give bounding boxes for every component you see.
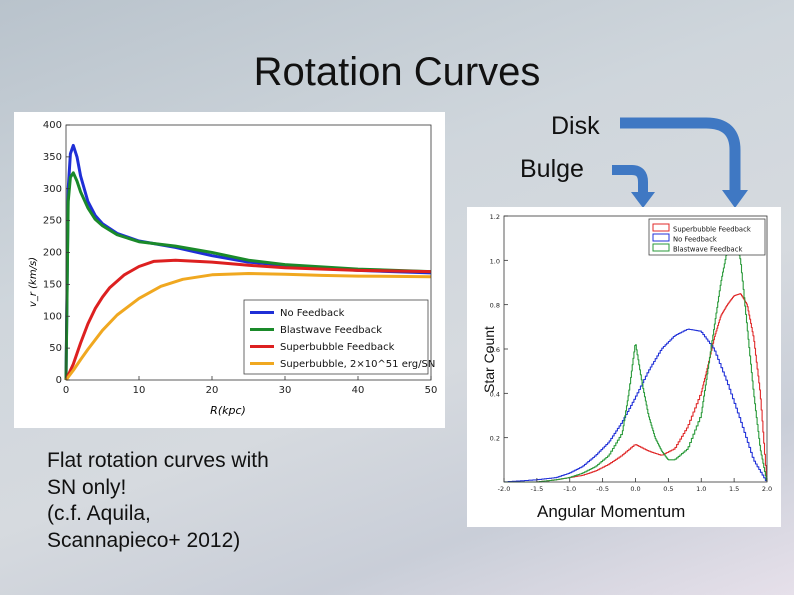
y-tick-label: 150 — [43, 279, 62, 290]
rotation-curve-chart: 0 10 20 30 40 50 0 50 100 150 200 250 300 350 400 No F… — [14, 112, 445, 428]
bulge-arrow — [612, 165, 648, 192]
x-tick-label: 40 — [352, 385, 365, 396]
legend-box — [648, 218, 766, 256]
legend-label-no-feedback: No Feedback — [673, 236, 717, 244]
legend-box — [243, 299, 429, 375]
y-tick-label: 50 — [49, 343, 62, 354]
legend-swatch — [652, 243, 670, 252]
y-tick-label: 0 — [56, 375, 62, 386]
series-line-superbubble-2-10-51-erg-sn — [64, 272, 432, 381]
angular-momentum-svg: -2.0 -1.5 -1.0 -0.5 0.0 0.5 1.0 1.5 2.0 0.2 0.4 0.6… — [490, 213, 773, 493]
y-tick-label: 0.8 — [490, 302, 500, 310]
legend-label-blastwave-feedback: Blastwave Feedback — [280, 325, 382, 336]
y-tick-label: 300 — [43, 184, 62, 195]
series-line-no-feedback — [504, 328, 767, 483]
x-tick-label: 1.5 — [729, 485, 739, 493]
y-tick-label: 0.6 — [490, 346, 500, 354]
y-tick-label: 0.2 — [490, 435, 500, 443]
x-tick-label: -2.0 — [498, 485, 511, 493]
y-tick-label: 250 — [43, 216, 62, 227]
angular-momentum-label: Angular Momentum — [537, 502, 686, 521]
y-tick-label: 350 — [43, 152, 62, 163]
x-tick-label: 0.0 — [630, 485, 640, 493]
x-tick-label: 1.0 — [696, 485, 706, 493]
bulge-arrowhead — [631, 192, 655, 208]
x-tick-label: 2.0 — [762, 485, 772, 493]
rotation-curve-svg: 0 10 20 30 40 50 0 50 100 150 200 250 300 350 400 No F… — [28, 120, 438, 417]
y-axis-label: v_r (km/s) — [28, 257, 39, 307]
disk-arrow — [620, 117, 741, 190]
y-tick-label: 0.4 — [490, 390, 500, 398]
legend-label-superbubble-2-10-51-erg-sn: Superbubble, 2×10^51 erg/SN — [280, 359, 435, 370]
series-line-blastwave-feedback — [64, 171, 432, 381]
x-tick-label: -1.5 — [531, 485, 544, 493]
body-text: Flat rotation curves with SN only! (c.f.… — [47, 449, 269, 552]
bulge-label: Bulge — [520, 155, 584, 183]
legend-swatch — [652, 233, 670, 242]
series-line-superbubble-feedback — [504, 293, 767, 483]
x-tick-label: 0.5 — [663, 485, 673, 493]
x-tick-label: -1.0 — [563, 485, 576, 493]
angular-momentum-chart: -2.0 -1.5 -1.0 -0.5 0.0 0.5 1.0 1.5 2.0 0.2 0.4 0.6… — [467, 207, 781, 527]
disk-label: Disk — [551, 112, 600, 140]
x-tick-label: 0 — [63, 385, 69, 396]
star-count-label: Star Count — [481, 326, 497, 393]
y-tick-label: 100 — [43, 311, 62, 322]
x-tick-label: 30 — [279, 385, 292, 396]
y-tick-label: 1.0 — [490, 257, 500, 265]
x-tick-label: 50 — [425, 385, 438, 396]
legend-label-no-feedback: No Feedback — [280, 308, 345, 319]
plot-frame — [503, 215, 768, 483]
series-line-superbubble-feedback — [64, 258, 432, 381]
slide-title: Rotation Curves — [253, 50, 541, 94]
x-tick-label: -0.5 — [596, 485, 609, 493]
disk-arrowhead — [722, 190, 748, 208]
legend-label-superbubble-feedback: Superbubble Feedback — [673, 226, 751, 234]
x-tick-label: 10 — [133, 385, 146, 396]
legend-label-blastwave-feedback: Blastwave Feedback — [673, 246, 742, 254]
y-tick-label: 400 — [43, 120, 62, 131]
x-axis-label: R(kpc) — [210, 404, 246, 417]
legend-label-superbubble-feedback: Superbubble Feedback — [280, 342, 395, 353]
x-tick-label: 20 — [206, 385, 219, 396]
y-tick-label: 200 — [43, 248, 62, 259]
y-tick-label: 1.2 — [490, 213, 500, 221]
legend-swatch — [652, 223, 670, 232]
